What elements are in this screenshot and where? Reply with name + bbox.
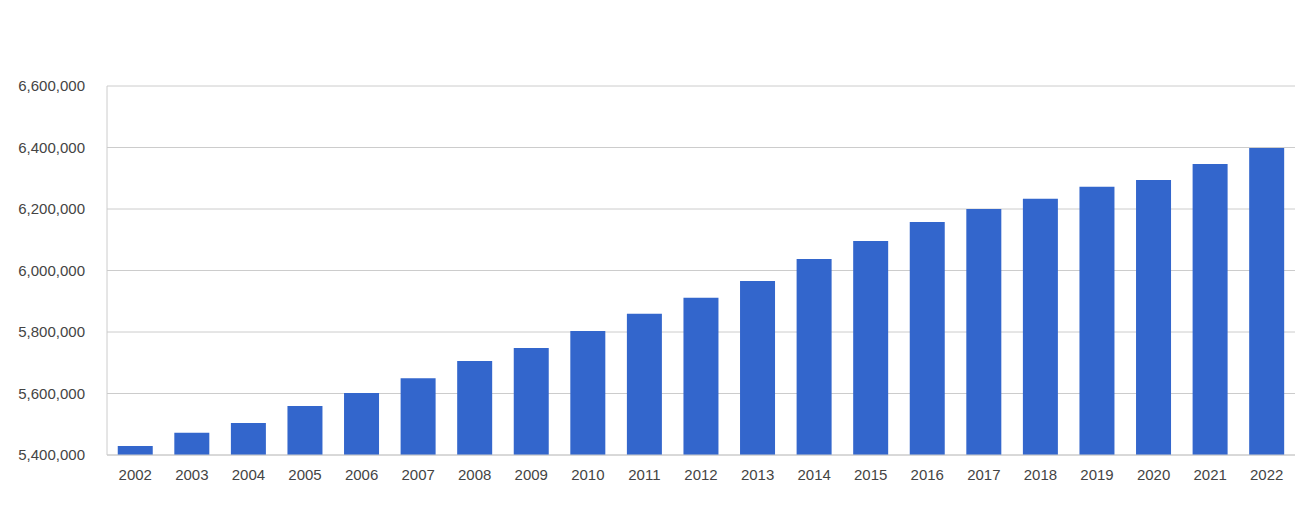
svg-text:2019: 2019 — [1080, 466, 1113, 483]
svg-text:2009: 2009 — [515, 466, 548, 483]
svg-text:2021: 2021 — [1193, 466, 1226, 483]
svg-text:2004: 2004 — [232, 466, 265, 483]
svg-text:5,600,000: 5,600,000 — [18, 385, 85, 402]
svg-text:6,600,000: 6,600,000 — [18, 77, 85, 94]
svg-text:2022: 2022 — [1250, 466, 1283, 483]
svg-text:2003: 2003 — [175, 466, 208, 483]
svg-text:2018: 2018 — [1024, 466, 1057, 483]
svg-text:2017: 2017 — [967, 466, 1000, 483]
svg-text:2002: 2002 — [119, 466, 152, 483]
svg-text:6,000,000: 6,000,000 — [18, 262, 85, 279]
svg-text:6,200,000: 6,200,000 — [18, 200, 85, 217]
svg-text:2016: 2016 — [911, 466, 944, 483]
svg-text:2020: 2020 — [1137, 466, 1170, 483]
svg-text:2010: 2010 — [571, 466, 604, 483]
svg-text:6,400,000: 6,400,000 — [18, 139, 85, 156]
svg-text:2005: 2005 — [288, 466, 321, 483]
svg-text:2014: 2014 — [797, 466, 830, 483]
svg-text:2013: 2013 — [741, 466, 774, 483]
svg-text:2008: 2008 — [458, 466, 491, 483]
svg-text:2007: 2007 — [401, 466, 434, 483]
svg-text:5,400,000: 5,400,000 — [18, 446, 85, 463]
svg-text:2011: 2011 — [628, 466, 660, 483]
svg-text:2015: 2015 — [854, 466, 887, 483]
svg-text:2012: 2012 — [684, 466, 717, 483]
svg-text:5,800,000: 5,800,000 — [18, 323, 85, 340]
svg-text:2006: 2006 — [345, 466, 378, 483]
